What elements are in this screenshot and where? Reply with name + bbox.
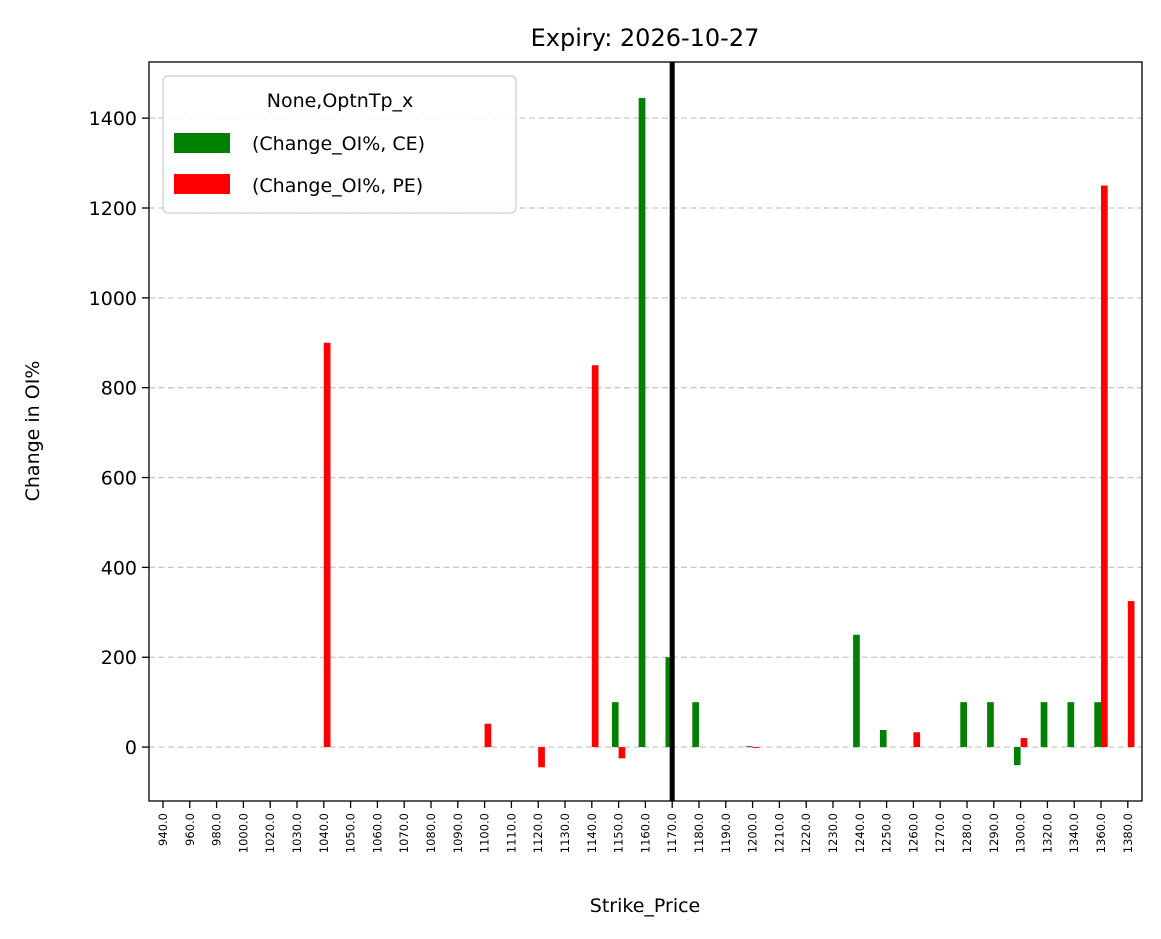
- x-tick-label-1250.0: 1250.0: [880, 813, 894, 853]
- bar-ce-1180.0: [692, 702, 699, 748]
- bars: [323, 97, 1135, 768]
- bar-ce-1290.0: [987, 702, 994, 748]
- x-tick-label-1030.0: 1030.0: [290, 813, 304, 853]
- x-tick-label-1200.0: 1200.0: [746, 813, 760, 853]
- x-axis: 940.0 960.0 980.0 1000.0 1020.0 1030.0 1040.0 1…: [156, 801, 1135, 853]
- x-tick-label-1080.0: 1080.0: [424, 813, 438, 853]
- bar-pe-1380.0: [1127, 601, 1135, 748]
- legend-title: None,OptnTp_x: [267, 90, 414, 112]
- x-tick-label-1070.0: 1070.0: [397, 813, 411, 853]
- y-tick-label: 1200: [89, 198, 137, 220]
- x-tick-label-1170.0: 1170.0: [665, 813, 679, 853]
- x-axis-label: Strike_Price: [590, 895, 700, 917]
- x-tick-label-1180.0: 1180.0: [692, 813, 706, 853]
- y-tick-label: 600: [101, 468, 137, 490]
- x-tick-label-1320.0: 1320.0: [1040, 813, 1054, 853]
- bar-pe-1120.0: [538, 747, 545, 768]
- x-tick-label-1270.0: 1270.0: [933, 813, 947, 853]
- legend-label-pe: (Change_OI%, PE): [252, 175, 423, 197]
- x-tick-label-1110.0: 1110.0: [504, 813, 518, 853]
- x-tick-label-1040.0: 1040.0: [317, 813, 331, 853]
- legend-box: [162, 75, 517, 214]
- bar-pe-1200.0: [752, 747, 760, 748]
- x-tick-label-1300.0: 1300.0: [1014, 813, 1028, 853]
- x-tick-label-1100.0: 1100.0: [478, 813, 492, 853]
- y-tick-label: 200: [101, 647, 137, 669]
- x-tick-label-980.0: 980.0: [210, 813, 224, 846]
- x-tick-label-940.0: 940.0: [156, 813, 170, 846]
- bar-ce-1300.0: [1013, 747, 1021, 766]
- y-tick-label: 400: [101, 557, 137, 579]
- x-tick-label-1120.0: 1120.0: [531, 813, 545, 853]
- bar-pe-1260.0: [913, 732, 921, 748]
- x-tick-label-1340.0: 1340.0: [1067, 813, 1081, 853]
- bar-ce-1200.0: [745, 746, 753, 748]
- x-tick-label-1130.0: 1130.0: [558, 813, 572, 853]
- bar-pe-1360.0: [1101, 185, 1108, 748]
- x-tick-label-1190.0: 1190.0: [719, 813, 733, 853]
- bar-ce-1280.0: [960, 702, 967, 748]
- y-tick-label: 0: [125, 737, 137, 759]
- x-tick-label-1000.0: 1000.0: [236, 813, 250, 853]
- x-tick-label-1290.0: 1290.0: [987, 813, 1001, 853]
- x-tick-label-1140.0: 1140.0: [585, 813, 599, 853]
- legend: None,OptnTp_x (Change_OI%, CE) (Change_O…: [162, 75, 517, 214]
- x-tick-label-1230.0: 1230.0: [826, 813, 840, 853]
- x-tick-label-1020.0: 1020.0: [263, 813, 277, 853]
- chart-title: Expiry: 2026-10-27: [531, 24, 760, 52]
- legend-label-ce: (Change_OI%, CE): [252, 133, 425, 155]
- x-tick-label-1160.0: 1160.0: [638, 813, 652, 853]
- x-tick-label-1090.0: 1090.0: [451, 813, 465, 853]
- x-tick-label-1380.0: 1380.0: [1121, 813, 1135, 853]
- x-tick-label-1240.0: 1240.0: [853, 813, 867, 853]
- legend-swatch-ce: [174, 133, 230, 153]
- bar-ce-1240.0: [853, 634, 860, 748]
- bar-ce-1250.0: [879, 730, 887, 748]
- y-tick-label: 1400: [89, 108, 137, 130]
- bar-ce-1150.0: [611, 702, 619, 748]
- y-tick-label: 1000: [89, 288, 137, 310]
- x-tick-label-1280.0: 1280.0: [960, 813, 974, 853]
- bar-pe-1150.0: [618, 747, 626, 759]
- x-tick-label-1060.0: 1060.0: [370, 813, 384, 853]
- x-tick-label-960.0: 960.0: [183, 813, 197, 846]
- legend-swatch-pe: [174, 174, 230, 194]
- x-tick-label-1260.0: 1260.0: [906, 813, 920, 853]
- y-axis-label: Change in OI%: [22, 361, 44, 502]
- bar-pe-1040.0: [323, 342, 331, 748]
- x-tick-label-1150.0: 1150.0: [612, 813, 626, 853]
- y-axis: 0 200 400 600 800 1000 1200 1400: [89, 108, 149, 759]
- x-tick-label-1220.0: 1220.0: [799, 813, 813, 853]
- x-tick-label-1050.0: 1050.0: [344, 813, 358, 853]
- x-tick-label-1210.0: 1210.0: [772, 813, 786, 853]
- x-tick-label-1360.0: 1360.0: [1094, 813, 1108, 853]
- bar-ce-1320.0: [1040, 702, 1048, 748]
- bar-pe-1300.0: [1020, 738, 1028, 748]
- bar-pe-1100.0: [484, 723, 492, 748]
- bar-ce-1360.0: [1094, 702, 1101, 748]
- bar-ce-1160.0: [638, 97, 646, 748]
- bar-ce-1170.0: [665, 657, 673, 748]
- y-tick-label: 800: [101, 378, 137, 400]
- bar-pe-1140.0: [591, 365, 599, 748]
- bar-ce-1340.0: [1067, 702, 1075, 748]
